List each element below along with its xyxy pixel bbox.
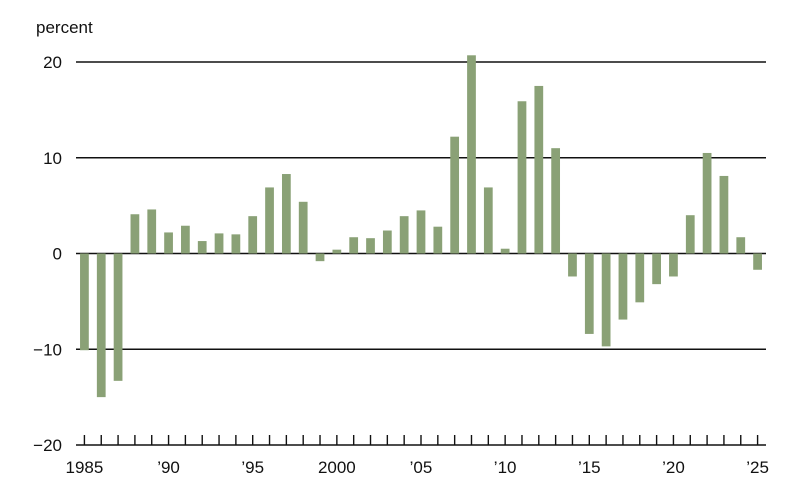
y-tick-labels: 20 10 0 −10 −20 — [33, 53, 62, 455]
bar — [601, 253, 611, 347]
bar — [366, 238, 375, 254]
bar — [399, 216, 409, 254]
bar — [500, 248, 510, 254]
bar — [197, 241, 207, 254]
x-tick-label: ’95 — [241, 458, 264, 477]
bar — [652, 253, 661, 285]
bar — [147, 209, 157, 254]
bar — [113, 253, 123, 381]
bar — [382, 230, 392, 254]
x-tick-label: ’15 — [578, 458, 601, 477]
bar — [551, 148, 561, 254]
y-axis-unit-label: percent — [36, 18, 93, 37]
bar — [332, 249, 342, 254]
bar — [80, 253, 89, 351]
bar — [433, 226, 443, 254]
bar — [685, 215, 695, 254]
y-tick-label: 0 — [53, 245, 62, 264]
bar — [214, 233, 224, 254]
bar — [416, 210, 426, 254]
x-tick-label: ’25 — [746, 458, 769, 477]
bar — [534, 85, 544, 254]
bar — [517, 101, 527, 254]
bar — [618, 253, 628, 320]
y-tick-label: −20 — [33, 436, 62, 455]
bar — [281, 174, 291, 254]
bar — [96, 253, 106, 398]
x-tick-label: ’20 — [662, 458, 685, 477]
bar — [584, 253, 594, 334]
bar — [231, 234, 241, 254]
bar — [719, 175, 729, 254]
y-tick-label: 20 — [43, 53, 62, 72]
bar — [265, 187, 274, 254]
x-axis: 1985 ’90 ’95 2000 ’05 ’10 ’15 ’20 ’25 — [66, 435, 769, 477]
grid-lines — [76, 61, 766, 351]
x-tick-label: ’05 — [410, 458, 433, 477]
bar — [753, 253, 762, 270]
bar — [736, 237, 746, 254]
bar — [130, 214, 140, 254]
bar — [568, 253, 577, 277]
bar — [315, 253, 325, 262]
bar — [467, 55, 476, 254]
y-tick-label: −10 — [33, 340, 62, 359]
bar — [702, 152, 712, 254]
bar — [483, 187, 493, 254]
x-tick-label: ’10 — [494, 458, 517, 477]
bar — [164, 232, 173, 254]
bars — [80, 55, 762, 398]
x-tick-label: ’90 — [157, 458, 180, 477]
x-tick-label: 2000 — [318, 458, 356, 477]
bar — [349, 237, 359, 254]
bar — [635, 253, 645, 303]
bar — [248, 216, 258, 254]
bar — [298, 201, 308, 254]
bar — [181, 225, 190, 254]
y-tick-label: 10 — [43, 149, 62, 168]
bar — [450, 136, 460, 254]
x-tick-label: 1985 — [66, 458, 104, 477]
bar — [669, 253, 678, 277]
